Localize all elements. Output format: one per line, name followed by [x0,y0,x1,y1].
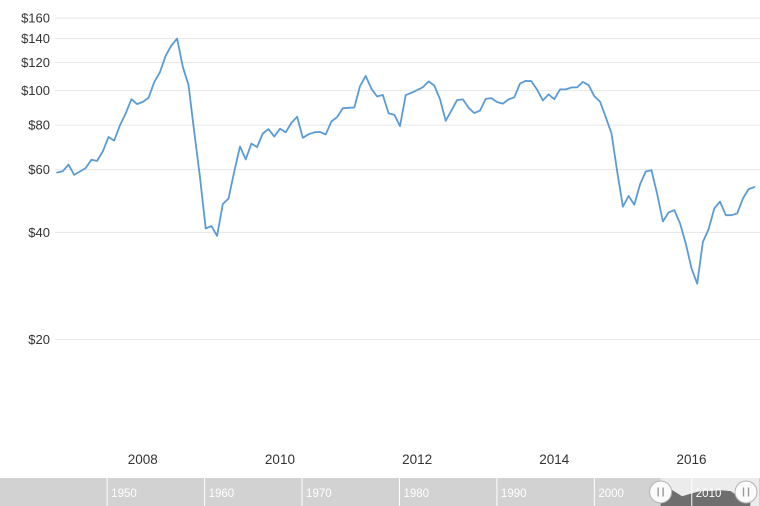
nav-band[interactable] [0,478,760,506]
nav-sparkline [660,490,751,506]
y-axis-tick-label: $20 [28,332,50,347]
price-line [56,37,756,285]
x-axis-tick-label: 2016 [676,452,706,467]
y-axis-tick-label: $80 [28,118,50,133]
nav-decade-label: 1950 [111,488,137,500]
y-axis-tick-label: $60 [28,162,50,177]
x-axis-tick-label: 2012 [402,452,432,467]
y-axis-tick-label: $120 [21,55,50,70]
timeline-navigator[interactable]: 1950 1960 1970 1980 1990 2000 2010 [0,478,760,506]
y-axis-tick-label: $140 [21,31,50,46]
y-axis-tick-label: $100 [21,83,50,98]
y-axis-tick-label: $160 [21,11,50,26]
nav-decade-label: 2010 [696,488,722,500]
x-axis-tick-label: 2010 [265,452,295,467]
x-axis-tick-label: 2014 [539,452,570,467]
price-chart-plot[interactable]: $160 $140 $120 $100 $80 $60 $40 $20 2008 2010 2012… [0,0,760,472]
nav-decade-label: 1990 [501,488,527,500]
nav-decade-label: 1970 [306,488,332,500]
nav-decade-label: 2000 [598,488,624,500]
nav-handle-right[interactable] [734,480,758,504]
nav-decade-label: 1980 [403,488,429,500]
y-axis-tick-label: $40 [28,225,50,240]
x-axis-tick-label: 2008 [128,452,158,467]
nav-decade-label: 1960 [209,488,235,500]
nav-handle-left[interactable] [649,480,673,504]
